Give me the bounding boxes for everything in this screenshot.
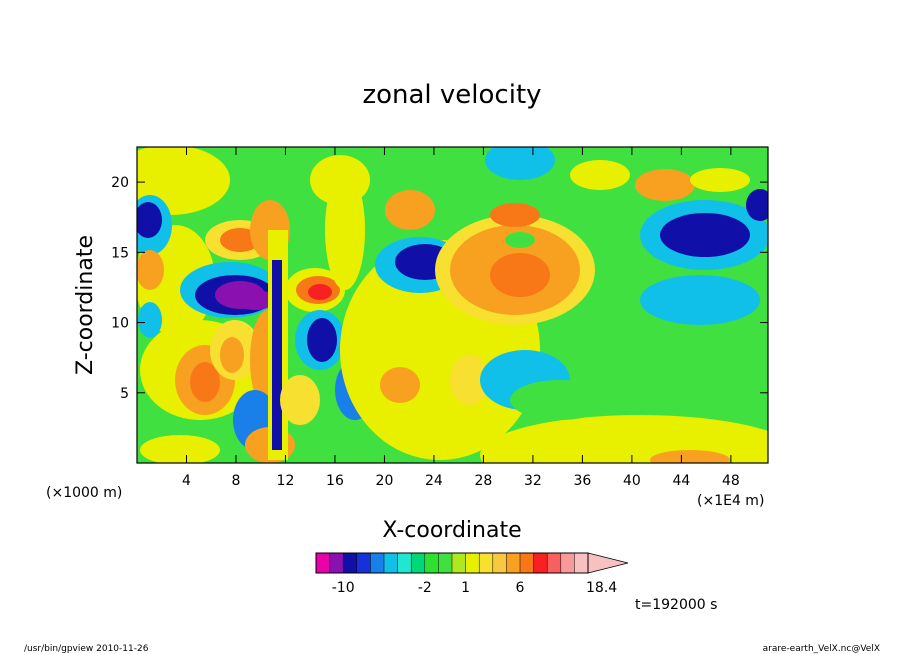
x-tick-label: 32 [524,473,542,489]
field-patch [385,190,435,230]
colorbar-box [533,552,548,574]
field-patch [485,147,555,180]
y-tick-label: 20 [111,175,129,191]
x-tick-label: 4 [182,473,191,489]
x-tick-label: 44 [672,473,690,489]
time-label: t=192000 s [635,597,717,613]
x-tick-label: 40 [623,473,641,489]
colorbar-box [383,552,399,574]
colorbar-arrow [587,552,629,574]
plot-frame [136,146,769,464]
colorbar-label: -2 [418,580,432,596]
field-patch [450,355,490,405]
x-tick-label: 8 [232,473,241,489]
colorbar-box [397,552,412,574]
field-patch [490,203,540,227]
field-patch [510,380,610,420]
field-patch [137,202,162,238]
colorbar-label: 18.4 [586,580,617,596]
colorbar-box [315,552,331,574]
chart-title: zonal velocity [362,80,541,110]
x-tick-label: 12 [277,473,295,489]
field-patch [140,435,220,463]
colorbar-box [546,552,562,574]
field-patch [570,160,630,190]
field-patch [690,168,750,192]
x-tick-label: 24 [425,473,443,489]
field-patch [138,302,162,338]
field-patch [308,284,332,300]
colorbar-box [451,552,467,574]
colorbar-box [478,552,494,574]
colorbar-box [560,552,576,574]
colorbar-label: 1 [461,580,470,596]
field-patch [235,290,275,310]
field-patch [137,147,230,215]
field-patch [307,318,337,362]
field-patch [220,337,244,373]
colorbar-label: 6 [516,580,525,596]
x-axis-label: X-coordinate [382,518,521,543]
colorbar-box [424,552,440,574]
y-tick-label: 5 [120,386,129,402]
field-patch [746,189,768,221]
field-patch [310,155,370,205]
field-patch [650,450,730,463]
field-patch [380,367,420,403]
field-patch [635,169,695,201]
colorbar-box [465,552,480,574]
colorbar: -10 -2 1 6 18.4 [315,552,629,596]
colorbar-label: -10 [332,580,355,596]
colorbar-box [356,552,372,574]
x-tick-label: 20 [376,473,394,489]
field-patch [660,213,750,257]
colorbar-box [492,552,508,574]
footer-left: /usr/bin/gpview 2010-11-26 [24,644,149,654]
colorbar-box [574,552,589,574]
y-axis-label: Z-coordinate [73,235,98,375]
colorbar-box [342,552,358,574]
field-patch [280,375,320,425]
colorbar-box [370,552,385,574]
colorbar-box [410,552,426,574]
y-unit-label: (×1000 m) [46,485,122,501]
x-tick-label: 36 [573,473,591,489]
x-tick-label: 48 [722,473,740,489]
x-tick-label: 28 [475,473,493,489]
field-patch [137,250,164,290]
colorbar-frame [315,552,589,574]
colorbar-box [329,552,344,574]
y-axis: 5 10 15 20 [111,175,768,402]
y-tick-label: 15 [111,245,129,261]
field-patch [490,253,550,297]
field-patch [220,228,260,252]
colorbar-box [519,552,535,574]
plot-area [137,147,768,463]
x-unit-label: (×1E4 m) [697,493,764,509]
x-tick-label: 16 [326,473,344,489]
field-patch [272,260,282,450]
field-patch [190,362,220,402]
x-axis: 4 8 12 16 20 24 28 32 36 40 44 48 [182,147,740,489]
colorbar-box [438,552,453,574]
y-tick-label: 10 [111,316,129,332]
field-patch [640,275,760,325]
field-patch [505,232,535,248]
colorbar-box [506,552,521,574]
footer-right: arare-earth_VelX.nc@VelX [763,644,880,654]
